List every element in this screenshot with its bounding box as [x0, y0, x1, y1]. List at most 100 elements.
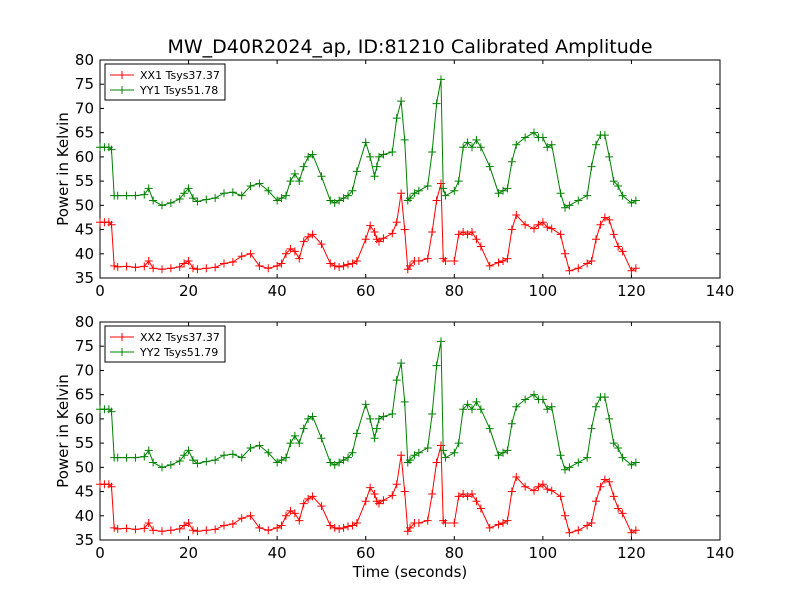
legend: XX2 Tsys37.37 YY2 Tsys51.79	[104, 325, 226, 363]
data-point	[211, 456, 220, 465]
data-point	[180, 521, 189, 530]
series-2	[96, 75, 640, 212]
data-point	[450, 257, 459, 266]
data-point	[352, 519, 361, 528]
y-tick-label: 70	[75, 99, 94, 117]
data-point	[441, 191, 450, 200]
data-point	[202, 195, 211, 204]
data-point	[286, 439, 295, 448]
data-point	[468, 143, 476, 152]
data-point	[273, 196, 282, 205]
data-point	[372, 162, 381, 171]
data-point	[583, 453, 592, 462]
data-point	[317, 434, 326, 443]
data-point	[277, 521, 286, 530]
data-point	[370, 434, 379, 443]
data-point	[131, 525, 140, 534]
data-point	[189, 456, 197, 465]
data-point	[122, 262, 131, 271]
data-point	[237, 514, 246, 523]
legend-label: XX1 Tsys37.37	[140, 69, 220, 82]
data-point	[330, 523, 339, 532]
x-tick-label: 60	[356, 282, 375, 300]
data-point	[326, 196, 335, 205]
data-point	[264, 186, 273, 195]
data-point	[530, 486, 538, 495]
data-point	[175, 524, 184, 533]
data-point	[379, 496, 388, 505]
data-point	[308, 150, 317, 159]
data-point	[423, 181, 432, 190]
data-point	[237, 191, 246, 200]
data-point	[400, 487, 409, 496]
data-point	[592, 497, 600, 506]
data-point	[246, 249, 255, 258]
data-point	[583, 191, 592, 200]
data-point	[255, 179, 264, 188]
data-point	[423, 254, 432, 263]
data-point	[140, 262, 149, 271]
data-point	[410, 189, 419, 198]
data-point	[512, 211, 521, 220]
data-point	[348, 448, 357, 457]
data-point	[450, 186, 459, 195]
x-tick-label: 80	[445, 282, 464, 300]
data-point	[499, 186, 507, 195]
data-point	[437, 75, 445, 84]
data-point	[406, 456, 414, 465]
x-tick-label: 120	[617, 544, 646, 562]
data-point	[414, 186, 423, 195]
data-point	[361, 235, 370, 244]
data-point	[565, 463, 574, 472]
data-point	[375, 499, 383, 508]
data-point	[189, 264, 197, 273]
data-point	[370, 489, 379, 498]
data-point	[437, 441, 445, 450]
data-point	[220, 259, 228, 268]
data-point	[596, 482, 605, 491]
data-point	[184, 257, 193, 266]
data-point	[175, 195, 184, 204]
data-point	[512, 473, 521, 482]
data-point	[158, 201, 166, 210]
data-point	[193, 197, 202, 206]
data-point	[503, 446, 512, 455]
data-point	[397, 451, 406, 460]
data-point	[432, 458, 441, 467]
y-axis-label: Power in Kelvin	[54, 112, 72, 226]
data-point	[503, 254, 512, 263]
data-point	[326, 521, 335, 530]
x-tick-label: 40	[268, 544, 287, 562]
data-point	[110, 523, 119, 532]
data-point	[344, 191, 352, 200]
data-point	[596, 220, 605, 229]
data-point	[512, 402, 521, 411]
data-point	[428, 148, 437, 157]
data-point	[202, 526, 211, 535]
x-tick-label: 20	[179, 544, 198, 562]
data-point	[400, 225, 409, 234]
data-point	[468, 405, 476, 414]
data-point	[282, 249, 290, 258]
data-point	[463, 400, 472, 409]
data-point	[574, 526, 583, 535]
data-point	[144, 446, 153, 455]
data-point	[107, 482, 116, 491]
data-point	[372, 424, 381, 433]
data-point	[400, 135, 409, 144]
data-point	[574, 264, 583, 273]
data-point	[326, 259, 335, 268]
data-point	[304, 232, 313, 241]
data-point	[246, 511, 255, 520]
data-point	[184, 446, 193, 455]
data-point	[627, 266, 636, 275]
data-point	[158, 527, 166, 536]
data-point	[189, 194, 197, 203]
data-point	[370, 227, 379, 236]
data-point	[295, 254, 304, 263]
data-point	[614, 242, 623, 251]
data-point	[299, 237, 308, 246]
data-point	[144, 519, 153, 528]
data-point	[295, 516, 304, 525]
data-point	[113, 524, 122, 533]
